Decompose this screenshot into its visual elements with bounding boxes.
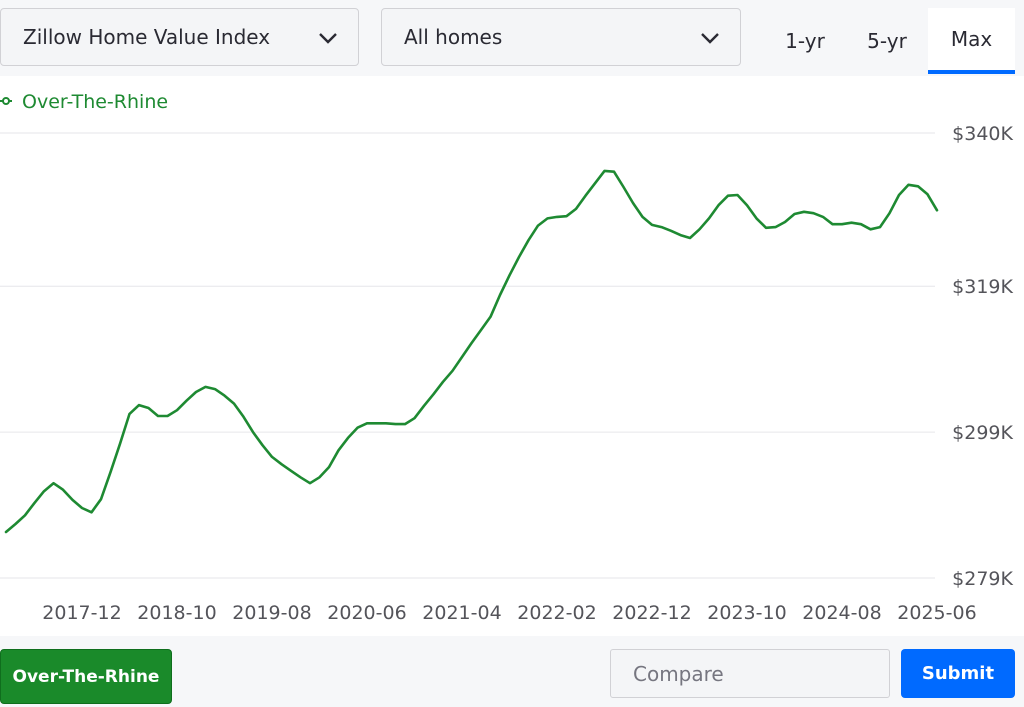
region-button[interactable]: Over-The-Rhine bbox=[0, 649, 172, 704]
compare-input[interactable]: Compare bbox=[610, 649, 890, 698]
legend-label: Over-The-Rhine bbox=[22, 91, 168, 113]
x-tick-label: 2021-04 bbox=[422, 602, 501, 624]
y-tick-label: $319K bbox=[952, 276, 1013, 298]
range-tab[interactable]: 5-yr bbox=[867, 29, 907, 53]
y-tick-label: $340K bbox=[952, 123, 1013, 145]
x-tick-label: 2018-10 bbox=[137, 602, 216, 624]
x-tick-label: 2022-12 bbox=[612, 602, 691, 624]
data-line bbox=[4, 169, 939, 534]
home-type-select[interactable]: All homes bbox=[381, 8, 741, 66]
range-tab[interactable]: Max bbox=[928, 8, 1015, 74]
x-tick-label: 2019-08 bbox=[232, 602, 311, 624]
metric-select-label: Zillow Home Value Index bbox=[23, 25, 271, 49]
home-type-select-label: All homes bbox=[404, 25, 503, 49]
x-tick-label: 2023-10 bbox=[707, 602, 786, 624]
region-button-label: Over-The-Rhine bbox=[12, 666, 160, 687]
x-tick-label: 2025-06 bbox=[897, 602, 976, 624]
submit-button[interactable]: Submit bbox=[901, 649, 1015, 698]
x-tick-label: 2020-06 bbox=[327, 602, 406, 624]
metric-select[interactable]: Zillow Home Value Index bbox=[0, 8, 359, 66]
chart: $279K $299K $319K $340K 2017-12 2018-10 2019-0… bbox=[0, 76, 1024, 636]
x-tick-label: 2024-08 bbox=[802, 602, 881, 624]
compare-placeholder: Compare bbox=[633, 661, 724, 686]
x-tick-label: 2022-02 bbox=[517, 602, 596, 624]
chevron bbox=[319, 33, 337, 44]
chart-background bbox=[0, 76, 1024, 636]
legend-swatch bbox=[2, 97, 10, 105]
x-tick-label: 2017-12 bbox=[42, 602, 121, 624]
submit-button-label: Submit bbox=[921, 663, 995, 684]
range-tab[interactable]: 1-yr bbox=[785, 29, 825, 53]
y-tick-label: $279K bbox=[952, 568, 1013, 590]
chevron bbox=[701, 33, 719, 44]
y-tick-label: $299K bbox=[952, 422, 1013, 444]
